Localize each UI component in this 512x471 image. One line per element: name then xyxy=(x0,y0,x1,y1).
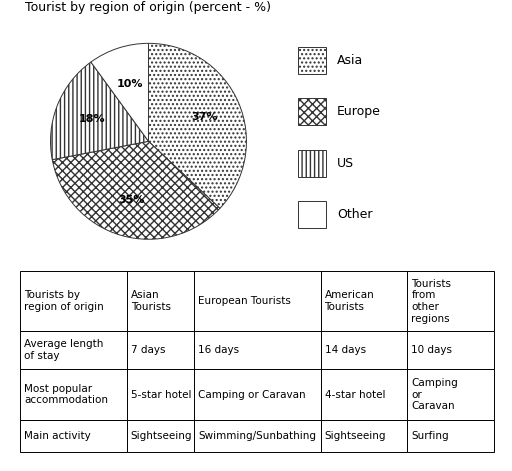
Text: Average length
of stay: Average length of stay xyxy=(24,339,103,361)
Bar xyxy=(20,369,127,420)
Wedge shape xyxy=(51,62,148,160)
Bar xyxy=(20,420,127,453)
Bar xyxy=(408,271,495,331)
Text: 16 days: 16 days xyxy=(198,345,239,355)
Text: Surfing: Surfing xyxy=(412,431,449,441)
Text: Tourists
from
other
regions: Tourists from other regions xyxy=(412,279,452,324)
Bar xyxy=(298,150,326,177)
Text: 14 days: 14 days xyxy=(325,345,366,355)
Text: Camping
or
Caravan: Camping or Caravan xyxy=(412,378,458,411)
Wedge shape xyxy=(148,43,246,208)
Text: Most popular
accommodation: Most popular accommodation xyxy=(24,384,108,406)
Text: 18%: 18% xyxy=(79,114,105,124)
Title: Tourist by region of origin (percent - %): Tourist by region of origin (percent - %… xyxy=(26,0,271,14)
Bar xyxy=(127,369,194,420)
Text: 37%: 37% xyxy=(191,112,218,122)
Text: Asian
Tourists: Asian Tourists xyxy=(131,290,171,312)
Bar xyxy=(321,331,408,369)
Bar xyxy=(127,420,194,453)
Bar xyxy=(194,420,321,453)
Text: Sightseeing: Sightseeing xyxy=(325,431,386,441)
Bar xyxy=(408,331,495,369)
Bar xyxy=(194,271,321,331)
Text: US: US xyxy=(337,157,354,170)
Bar xyxy=(127,331,194,369)
Text: 7 days: 7 days xyxy=(131,345,165,355)
Bar xyxy=(20,331,127,369)
Text: Sightseeing: Sightseeing xyxy=(131,431,193,441)
Text: 35%: 35% xyxy=(118,195,145,204)
Text: European Tourists: European Tourists xyxy=(198,296,291,306)
Bar xyxy=(408,420,495,453)
Text: 10 days: 10 days xyxy=(412,345,453,355)
Bar xyxy=(298,98,326,125)
Bar xyxy=(321,369,408,420)
Bar xyxy=(298,201,326,228)
Bar xyxy=(194,369,321,420)
Text: Other: Other xyxy=(337,208,373,221)
Text: 10%: 10% xyxy=(116,79,143,89)
Bar xyxy=(321,420,408,453)
Text: Camping or Caravan: Camping or Caravan xyxy=(198,390,306,399)
Wedge shape xyxy=(52,141,220,239)
Text: 5-star hotel: 5-star hotel xyxy=(131,390,191,399)
Text: Asia: Asia xyxy=(337,54,363,67)
Bar xyxy=(194,331,321,369)
Bar xyxy=(321,271,408,331)
Text: American
Tourists: American Tourists xyxy=(325,290,374,312)
Text: Main activity: Main activity xyxy=(24,431,91,441)
Text: Swimming/Sunbathing: Swimming/Sunbathing xyxy=(198,431,316,441)
Bar xyxy=(127,271,194,331)
Text: 4-star hotel: 4-star hotel xyxy=(325,390,385,399)
Bar xyxy=(298,47,326,74)
Text: Tourists by
region of origin: Tourists by region of origin xyxy=(24,290,104,312)
Text: Europe: Europe xyxy=(337,106,381,118)
Wedge shape xyxy=(91,43,148,141)
Bar xyxy=(408,369,495,420)
Bar xyxy=(20,271,127,331)
